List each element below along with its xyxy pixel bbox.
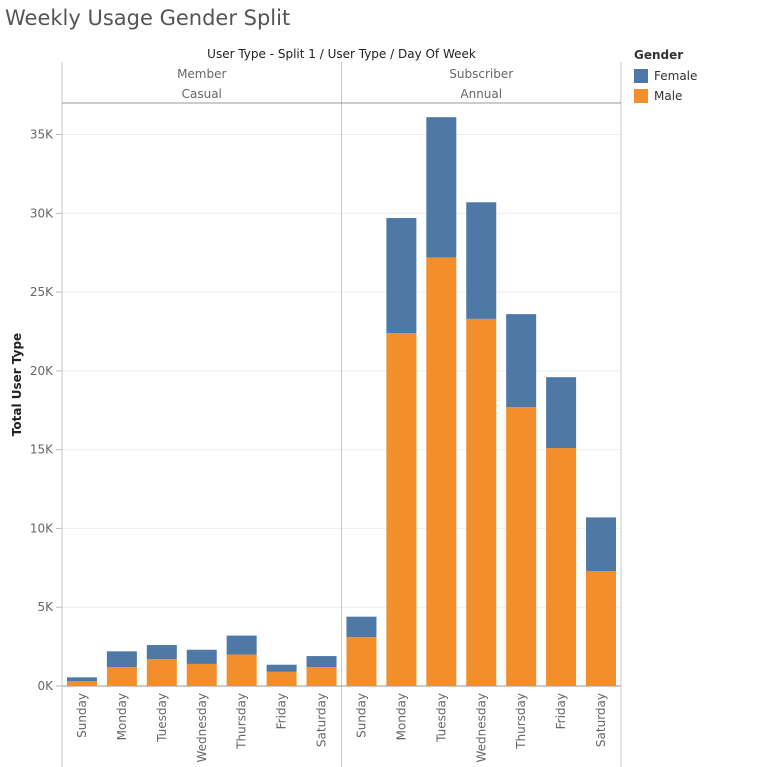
y-tick-label: 25K xyxy=(30,285,54,299)
bar-male-0-0 xyxy=(66,681,97,686)
x-tick-label: Friday xyxy=(554,693,568,729)
panel-subheader-1: Annual xyxy=(460,87,502,101)
bar-male-0-4 xyxy=(226,654,257,686)
y-tick-label: 0K xyxy=(37,679,54,693)
bar-male-1-6 xyxy=(586,570,617,686)
x-tick-label: Tuesday xyxy=(155,693,169,743)
legend-item-male[interactable]: Male xyxy=(634,86,697,106)
y-axis-label: Total User Type xyxy=(10,333,24,436)
bar-female-1-1 xyxy=(386,218,417,334)
legend-label-female: Female xyxy=(654,69,698,83)
y-tick-label: 10K xyxy=(30,521,54,535)
bar-female-0-3 xyxy=(186,649,217,664)
bar-female-0-0 xyxy=(66,677,97,682)
legend-title: Gender xyxy=(634,48,684,62)
x-tick-label: Friday xyxy=(275,693,289,729)
x-tick-label: Monday xyxy=(394,693,408,740)
x-tick-label: Tuesday xyxy=(434,693,448,743)
bar-male-1-3 xyxy=(466,318,497,686)
bar-female-1-2 xyxy=(426,117,457,258)
bar-male-1-2 xyxy=(426,257,457,686)
bar-female-0-4 xyxy=(226,635,257,655)
bar-female-0-2 xyxy=(146,645,177,660)
x-tick-label: Saturday xyxy=(315,693,329,747)
x-tick-label: Thursday xyxy=(514,693,528,750)
bar-male-1-4 xyxy=(506,407,537,686)
y-tick-label: 5K xyxy=(37,600,54,614)
bar-female-1-6 xyxy=(586,517,617,571)
panel-header-1: Subscriber xyxy=(449,67,513,81)
panel-subheader-0: Casual xyxy=(182,87,222,101)
legend-swatch-female xyxy=(634,69,648,83)
x-tick-label: Monday xyxy=(115,693,129,740)
header-title: User Type - Split 1 / User Type / Day Of… xyxy=(207,47,476,61)
y-tick-label: 15K xyxy=(30,443,54,457)
bar-male-0-6 xyxy=(306,667,337,686)
legend-label-male: Male xyxy=(654,89,683,103)
y-tick-label: 35K xyxy=(30,128,54,142)
x-tick-label: Sunday xyxy=(354,693,368,738)
bar-male-0-2 xyxy=(146,659,177,686)
bar-female-1-0 xyxy=(346,616,377,638)
legend-item-female[interactable]: Female xyxy=(634,66,697,86)
bar-male-0-3 xyxy=(186,663,217,686)
x-tick-label: Thursday xyxy=(235,693,249,750)
bar-female-0-1 xyxy=(106,651,137,668)
chart-title: Weekly Usage Gender Split xyxy=(5,6,291,30)
bar-female-1-4 xyxy=(506,314,537,408)
x-tick-label: Wednesday xyxy=(195,693,209,762)
legend: Gender Female Male xyxy=(634,48,697,106)
y-tick-label: 20K xyxy=(30,364,54,378)
bar-male-0-5 xyxy=(266,671,297,686)
bar-female-0-6 xyxy=(306,656,337,668)
bar-male-1-5 xyxy=(546,448,577,686)
x-tick-label: Saturday xyxy=(594,693,608,747)
bar-female-1-5 xyxy=(546,377,577,449)
bar-female-0-5 xyxy=(266,664,297,672)
bar-male-0-1 xyxy=(106,667,137,686)
x-tick-label: Sunday xyxy=(75,693,89,738)
bar-male-1-0 xyxy=(346,637,377,686)
y-tick-label: 30K xyxy=(30,206,54,220)
x-tick-label: Wednesday xyxy=(474,693,488,762)
bar-female-1-3 xyxy=(466,202,497,319)
legend-swatch-male xyxy=(634,89,648,103)
bar-male-1-1 xyxy=(386,333,417,686)
panel-header-0: Member xyxy=(177,67,226,81)
